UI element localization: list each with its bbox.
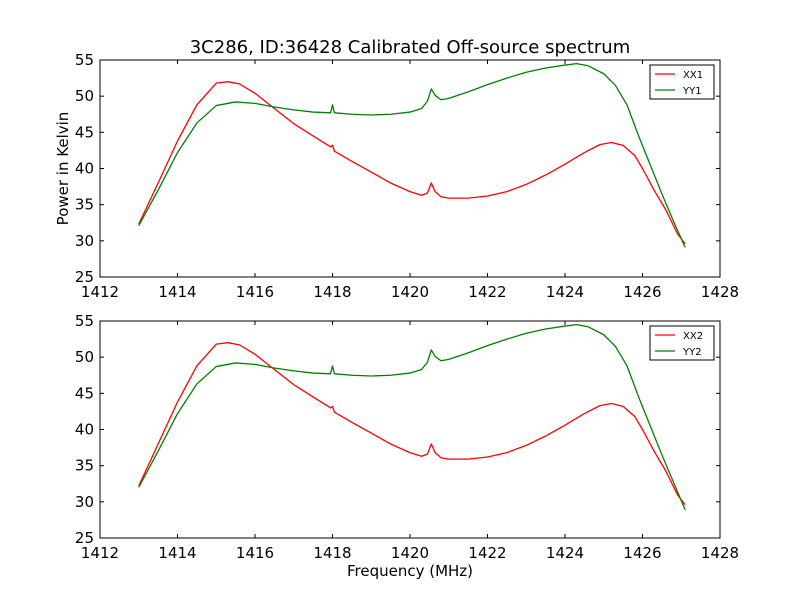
x-tick-label: 1422 <box>468 283 506 301</box>
y-tick-label: 55 <box>75 51 94 69</box>
y-tick-label: 45 <box>75 384 94 402</box>
y-tick-label: 30 <box>75 232 94 250</box>
y-tick-label: 35 <box>75 457 94 475</box>
x-tick-label: 1426 <box>623 544 661 562</box>
x-tick-label: 1422 <box>468 544 506 562</box>
y-tick-label: 25 <box>75 268 94 286</box>
x-tick-label: 1416 <box>236 283 274 301</box>
x-tick-label: 1420 <box>391 283 429 301</box>
series-line-yy2 <box>138 323 686 511</box>
legend-label-xx1: XX1 <box>683 70 703 81</box>
x-tick-label: 1414 <box>158 283 196 301</box>
legend-label-xx2: XX2 <box>683 331 703 342</box>
x-tick-label: 1416 <box>236 544 274 562</box>
y-tick-label: 30 <box>75 493 94 511</box>
x-tick-label: 1414 <box>158 544 196 562</box>
plot-frame <box>99 320 721 539</box>
legend-label-yy2: YY2 <box>682 347 702 358</box>
series-line-yy1 <box>138 62 686 248</box>
x-tick-label: 1428 <box>701 283 739 301</box>
figure-title: 3C286, ID:36428 Calibrated Off-source sp… <box>190 37 631 58</box>
y-axis-label: Power in Kelvin <box>54 112 72 226</box>
x-tick-label: 1424 <box>546 283 584 301</box>
y-tick-label: 25 <box>75 529 94 547</box>
x-tick-label: 1424 <box>546 544 584 562</box>
y-tick-label: 40 <box>75 160 94 178</box>
x-tick-label: 1420 <box>391 544 429 562</box>
x-tick-label: 1418 <box>313 544 351 562</box>
x-tick-label: 1426 <box>623 283 661 301</box>
legend-label-yy1: YY1 <box>682 86 702 97</box>
x-tick-label: 1428 <box>701 544 739 562</box>
x-tick-label: 1412 <box>81 283 119 301</box>
series-line-xx1 <box>138 81 686 245</box>
y-tick-label: 50 <box>75 348 94 366</box>
y-tick-label: 50 <box>75 87 94 105</box>
series-line-xx2 <box>138 342 686 506</box>
chart-panel-2: 1412 1414 1416 1418 1420 1422 1424 1426 1428 25 30… <box>75 312 739 580</box>
y-tick-label: 40 <box>75 421 94 439</box>
plot-frame <box>99 59 721 278</box>
y-tick-label: 45 <box>75 123 94 141</box>
x-tick-label: 1412 <box>81 544 119 562</box>
y-tick-label: 55 <box>75 312 94 330</box>
x-tick-label: 1418 <box>313 283 351 301</box>
legend-box <box>649 64 715 100</box>
legend-box <box>649 325 715 361</box>
chart-panel-1: 1412 1414 1416 1418 1420 1422 1424 1426 1428 25 30… <box>54 51 739 301</box>
y-tick-label: 35 <box>75 196 94 214</box>
x-axis-label: Frequency (MHz) <box>347 562 473 580</box>
charts-layer: 1412 1414 1416 1418 1420 1422 1424 1426 1428 25 30… <box>54 51 739 580</box>
